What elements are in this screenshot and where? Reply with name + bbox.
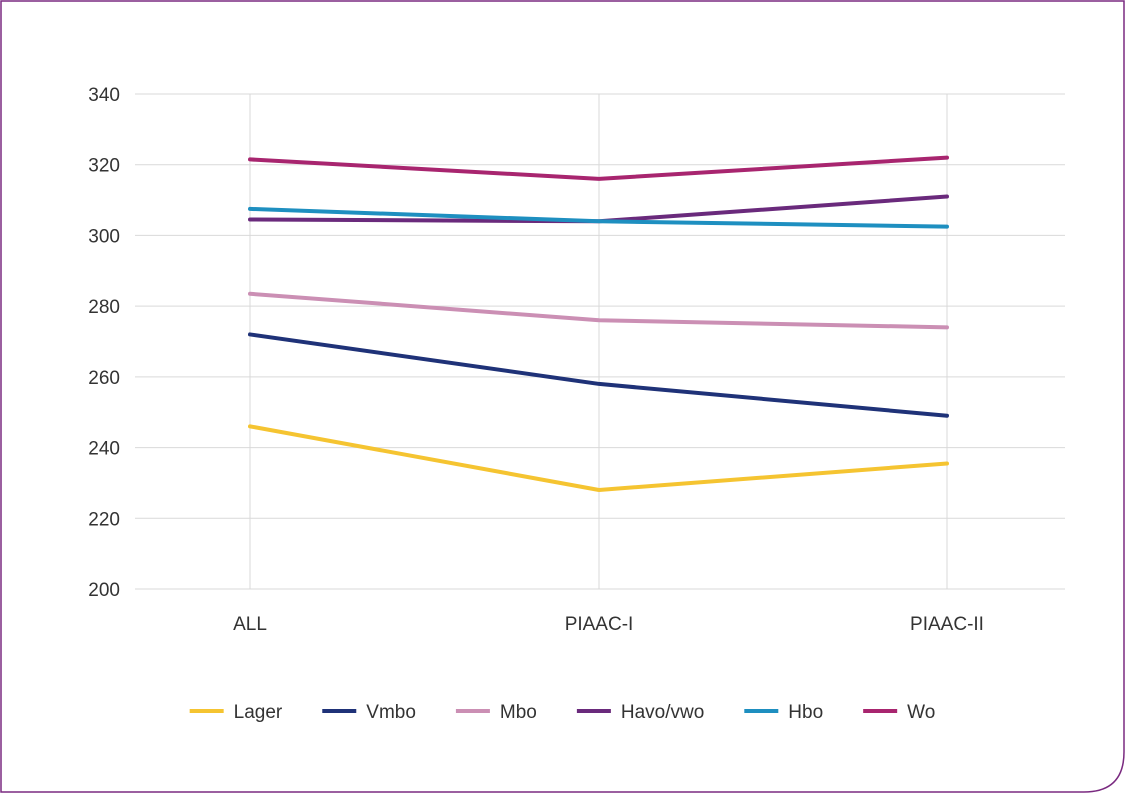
- series-line-vmbo: [248, 332, 949, 418]
- y-tick-label: 340: [88, 85, 120, 106]
- series-line-lager: [248, 424, 949, 492]
- x-tick-label: PIAAC-I: [565, 614, 634, 635]
- legend-label-wo: Wo: [907, 702, 935, 723]
- legend-label-mbo: Mbo: [500, 702, 537, 723]
- y-tick-label: 200: [88, 580, 120, 601]
- legend: Lager Vmbo Mbo Havo/vwo Hbo Wo: [189, 702, 935, 723]
- y-tick-label: 260: [88, 368, 120, 389]
- legend-label-hbo: Hbo: [788, 702, 823, 723]
- legend-label-havo-vwo: Havo/vwo: [621, 702, 704, 723]
- y-tick-label: 320: [88, 156, 120, 177]
- grid-lines: [135, 93, 1065, 590]
- y-tick-label: 220: [88, 509, 120, 530]
- y-axis-ticks: 200 220 240 260 280 300 320 340: [88, 85, 120, 601]
- legend-label-lager: Lager: [234, 702, 283, 723]
- series-lines: [248, 155, 949, 492]
- x-tick-label: ALL: [233, 614, 267, 635]
- y-tick-label: 280: [88, 297, 120, 318]
- y-tick-label: 300: [88, 226, 120, 247]
- legend-label-vmbo: Vmbo: [366, 702, 416, 723]
- x-tick-label: PIAAC-II: [910, 614, 984, 635]
- series-line-hbo: [248, 206, 949, 229]
- series-line-wo: [248, 155, 949, 181]
- x-axis-ticks: ALL PIAAC-I PIAAC-II: [233, 614, 984, 635]
- series-line-mbo: [248, 291, 949, 330]
- y-tick-label: 240: [88, 439, 120, 460]
